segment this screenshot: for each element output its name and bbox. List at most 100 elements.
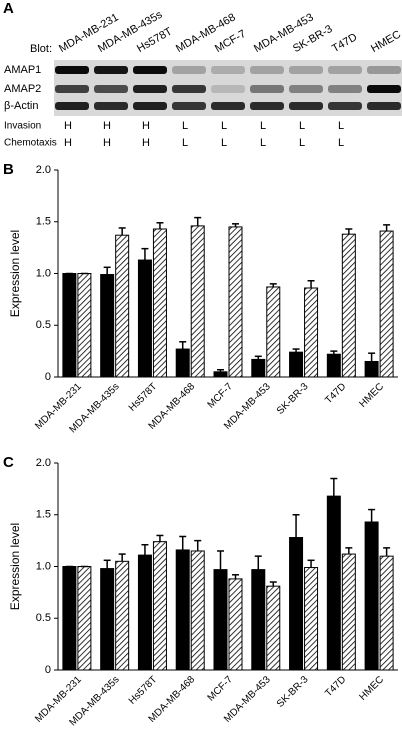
error-bar bbox=[141, 544, 149, 556]
blot-band bbox=[289, 85, 323, 93]
blot-band bbox=[172, 85, 206, 93]
bar bbox=[379, 230, 394, 378]
blot-label: Blot: bbox=[30, 43, 52, 55]
error-bar bbox=[194, 539, 202, 551]
bar bbox=[77, 273, 92, 378]
error-bar bbox=[345, 228, 353, 235]
error-bar bbox=[368, 352, 376, 362]
error-bar bbox=[118, 227, 126, 236]
blot-band bbox=[133, 85, 167, 93]
phenotype-value: H bbox=[64, 120, 72, 132]
phenotype-value: L bbox=[221, 120, 227, 132]
x-tick-label: Hs578T bbox=[127, 381, 160, 414]
x-tick-label: MCF-7 bbox=[206, 381, 236, 411]
y-tick-label: 1.0 bbox=[36, 560, 51, 572]
y-tick-label: 0 bbox=[45, 371, 51, 383]
bar bbox=[62, 566, 77, 671]
x-tick-label: T47D bbox=[323, 674, 348, 699]
error-bar bbox=[307, 279, 315, 288]
bar bbox=[228, 226, 243, 378]
bar bbox=[364, 521, 379, 671]
bar bbox=[190, 225, 205, 378]
blot-band bbox=[250, 102, 284, 110]
error-bar bbox=[232, 574, 239, 579]
error-bar bbox=[307, 559, 315, 568]
phenotype-value: H bbox=[103, 120, 111, 132]
bar bbox=[251, 358, 266, 378]
error-bar bbox=[179, 535, 187, 550]
y-tick-label: 0 bbox=[45, 664, 51, 676]
bar bbox=[289, 351, 304, 378]
bar bbox=[115, 560, 130, 671]
error-bar bbox=[103, 559, 111, 569]
bar bbox=[190, 550, 205, 671]
error-bar bbox=[179, 341, 187, 350]
bar bbox=[326, 495, 341, 671]
error-bar bbox=[269, 283, 277, 287]
bar bbox=[341, 233, 356, 378]
bar bbox=[77, 566, 92, 671]
blot-band bbox=[367, 102, 401, 110]
blot-band bbox=[172, 102, 206, 110]
blot-band bbox=[211, 66, 245, 74]
phenotype-value: L bbox=[221, 137, 227, 149]
x-tick-label: T47D bbox=[323, 381, 348, 406]
bar bbox=[341, 553, 356, 671]
blot-band bbox=[133, 102, 167, 110]
y-axis-label: Expression level bbox=[8, 523, 22, 610]
phenotype-value: H bbox=[142, 137, 150, 149]
blot-band bbox=[55, 102, 89, 110]
bar bbox=[152, 228, 167, 378]
error-bar bbox=[156, 222, 164, 229]
phenotype-value: L bbox=[338, 120, 344, 132]
error-bar bbox=[254, 355, 262, 360]
error-bar bbox=[269, 581, 277, 587]
phenotype-value: L bbox=[182, 137, 188, 149]
bar bbox=[228, 578, 243, 671]
blot-band bbox=[133, 66, 167, 74]
error-bar bbox=[330, 350, 338, 355]
bar bbox=[266, 286, 281, 378]
blot-band bbox=[172, 66, 206, 74]
blot-band bbox=[55, 66, 89, 74]
error-bar bbox=[383, 547, 391, 557]
bar bbox=[62, 273, 77, 378]
error-bar bbox=[194, 216, 202, 226]
phenotype-value: L bbox=[260, 137, 266, 149]
lane-label: T47D bbox=[330, 31, 359, 55]
phenotype-value: H bbox=[142, 120, 150, 132]
error-bar bbox=[232, 223, 239, 227]
row-label: β-Actin bbox=[4, 100, 38, 112]
blot-band bbox=[328, 102, 362, 110]
error-bar bbox=[156, 534, 164, 542]
error-bar bbox=[330, 477, 338, 497]
phenotype-value: L bbox=[338, 137, 344, 149]
y-tick-label: 1.0 bbox=[36, 267, 51, 279]
bar bbox=[266, 585, 281, 671]
bar bbox=[100, 568, 115, 671]
row-label: AMAP1 bbox=[4, 64, 41, 76]
blot-band bbox=[367, 85, 401, 93]
phenotype-value: H bbox=[103, 137, 111, 149]
bar bbox=[137, 554, 152, 671]
bar bbox=[213, 569, 228, 671]
blot-band bbox=[211, 102, 245, 110]
x-tick-label: SK-BR-3 bbox=[275, 381, 311, 417]
y-tick-label: 2.0 bbox=[36, 164, 51, 176]
error-bar bbox=[217, 550, 224, 570]
x-tick-label: SK-BR-3 bbox=[275, 674, 311, 710]
x-tick-label: MCF-7 bbox=[206, 674, 236, 704]
error-bar bbox=[217, 369, 224, 372]
error-bar bbox=[141, 247, 149, 261]
phenotype-label: Invasion bbox=[4, 121, 41, 132]
phenotype-value: L bbox=[299, 120, 305, 132]
blot-band bbox=[250, 85, 284, 93]
y-tick-label: 0.5 bbox=[36, 319, 51, 331]
error-bar bbox=[383, 224, 391, 232]
x-tick-label: HMEC bbox=[357, 674, 386, 703]
error-bar bbox=[292, 514, 300, 538]
blot-band bbox=[367, 66, 401, 74]
bar bbox=[152, 541, 167, 671]
blot-band bbox=[211, 85, 245, 93]
